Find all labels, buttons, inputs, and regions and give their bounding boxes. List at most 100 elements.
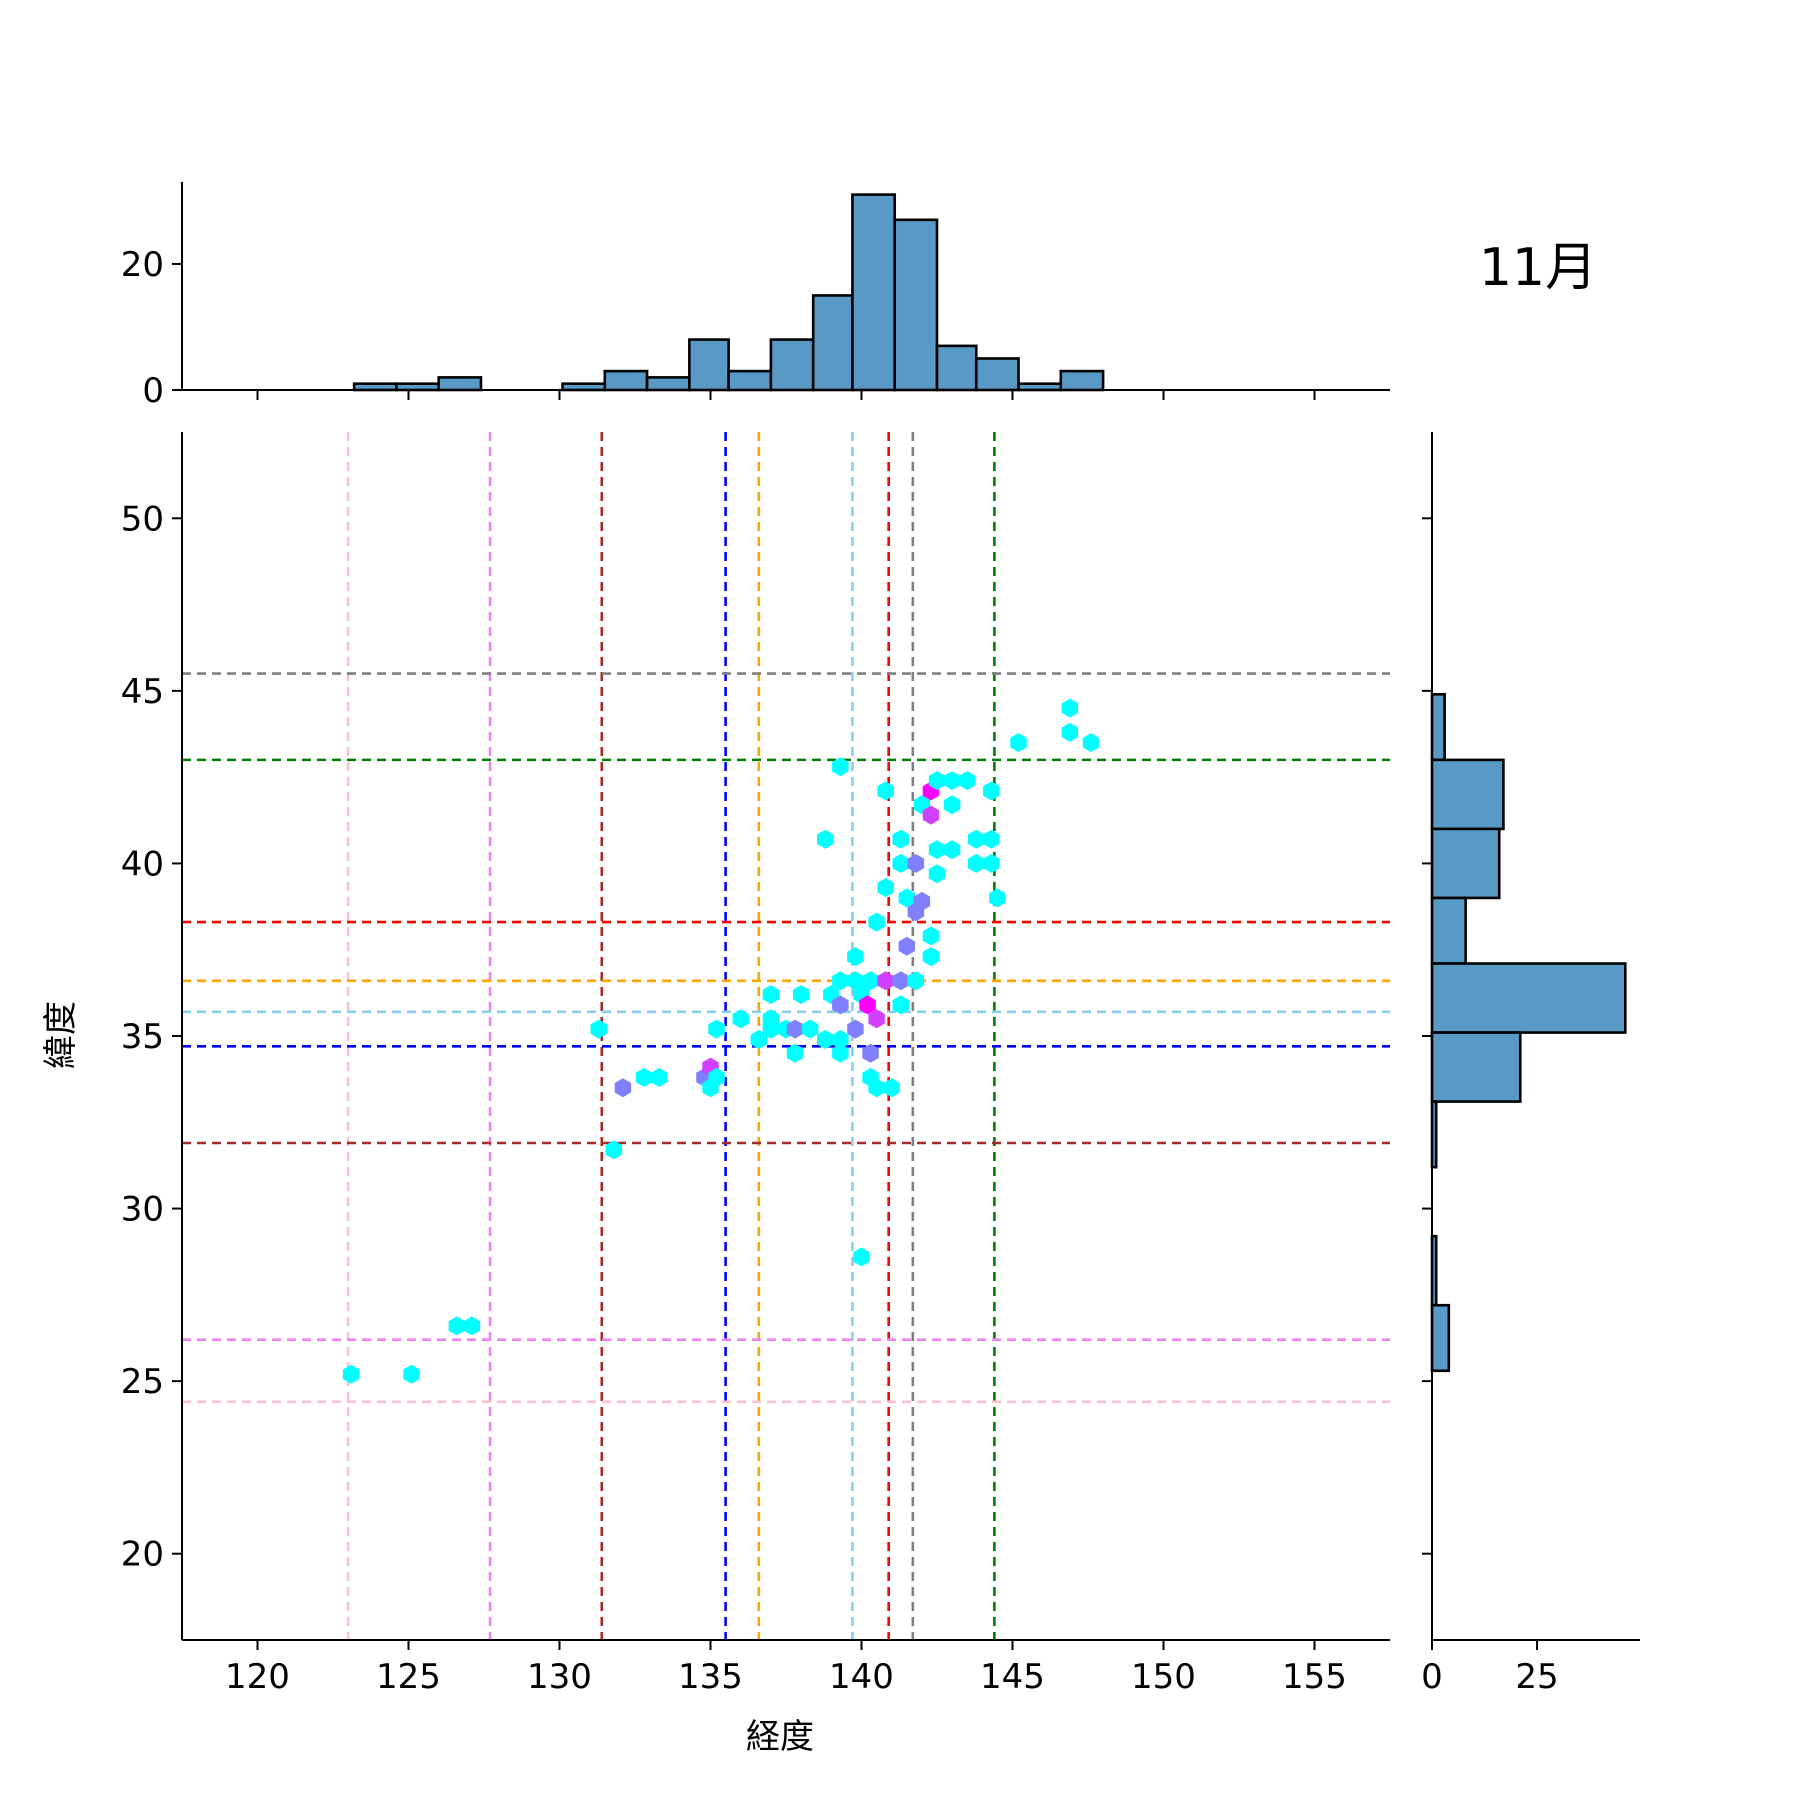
hexbin-cell [403,1364,420,1384]
latitude-histogram-bar [1430,827,1501,900]
top-hist-y-tick-label: 0 [142,371,164,411]
hexbin-cell [1010,733,1027,753]
hexbin-cell [943,795,961,815]
hexbin-cell [792,985,810,1005]
hexbin-cell [832,971,849,991]
hexbin-cell [762,985,780,1005]
y-tick-label: 30 [121,1190,164,1230]
longitude-histogram-bar [811,294,854,392]
hexbin-cell [883,1078,900,1098]
latitude-histogram-bar [1430,758,1505,831]
main-hexbin-plot: 120 125 130 135 140 145 150 155 20 25 30 35 40 45 50 [121,432,1390,1697]
hexbin-cell [801,1019,819,1039]
x-tick-label: 150 [1131,1657,1196,1697]
y-tick-label: 35 [121,1017,164,1057]
hexbin-cell [898,888,915,908]
hexbin-cell [762,1009,780,1029]
hexbin-cell [922,947,940,967]
hexbin-cell [959,771,976,791]
x-tick-label: 140 [829,1657,894,1697]
hexbin-cell [877,781,894,801]
x-tick-label: 130 [527,1657,592,1697]
x-tick-label: 125 [376,1657,441,1697]
x-tick-label: 145 [980,1657,1045,1697]
hexbin-cell [847,1019,864,1039]
hexbin-cell [786,1019,804,1039]
hexbin-cell [832,1043,849,1063]
hexbin-cell [922,805,940,825]
x-axis-label: 経度 [746,1717,814,1757]
longitude-histogram-bar [645,376,691,392]
hexbin-cell [832,1030,849,1049]
longitude-histogram-bar [688,338,730,392]
longitude-histogram-bar [935,344,978,392]
hexbin-cell [907,971,925,991]
longitude-histogram-bar [769,338,815,392]
chart-title: 11月 [1479,238,1597,298]
hexbin-cell [817,1030,834,1049]
hexbin-cells [342,698,1100,1384]
hexbin-cell [786,1043,804,1063]
hexbin-cell [868,1009,885,1029]
hexbin-cell [892,853,909,873]
hexbin-cell [928,840,946,860]
hexbin-cell [342,1364,360,1384]
latitude-histogram-bar [1430,1031,1522,1103]
right-hist-x-tick-label: 25 [1515,1657,1558,1697]
longitude-histogram: 0 20 [121,182,1390,411]
hexbin-cell [1061,698,1079,718]
y-tick-label: 25 [121,1362,164,1402]
hexbin-cell [847,947,864,967]
hexbin-cell [983,781,1000,801]
latitude-histogram-bar [1430,693,1446,762]
longitude-histogram-bar [727,369,773,392]
x-tick-label: 155 [1282,1657,1347,1697]
y-tick-label: 50 [121,499,164,539]
hexbin-cell [605,1140,623,1160]
hexbin-cell [892,829,909,849]
hexbin-cell [1061,722,1079,742]
hexbin-cell [968,829,985,849]
hexbin-cell [868,912,885,932]
hexbin-cell [928,771,946,791]
y-tick-label: 45 [121,672,164,712]
hexbin-cell [832,995,849,1015]
x-tick-label: 120 [225,1657,290,1697]
longitude-histogram-bar [1059,369,1105,392]
longitude-histogram-bar [437,376,483,392]
hexbin-cell [943,771,961,791]
hexbin-cell [877,878,894,898]
hexbin-cell [708,1019,725,1039]
hexbin-cell [708,1067,725,1087]
latitude-histogram-bar [1430,896,1467,965]
y-axis-label: 緯度 [41,1001,81,1069]
hexbin-cell [922,926,940,946]
longitude-histogram-bar [603,369,649,392]
reference-lines [182,432,1390,1640]
hexbin-cell [650,1067,668,1087]
top-hist-y-tick-label: 20 [121,245,164,285]
hexbin-cell [877,971,894,991]
hexbin-cell [732,1009,749,1029]
hexbin-cell [907,853,925,873]
y-tick-label: 20 [121,1535,164,1575]
hexbin-cell [1082,733,1100,753]
longitude-histogram-bar [974,357,1020,392]
hexbin-cell [859,995,876,1015]
hexbin-cell [750,1030,767,1049]
hexbin-cell [983,829,1000,849]
hexbin-cell [892,995,909,1015]
right-hist-x-tick-label: 0 [1421,1657,1443,1697]
hexbin-cell [983,853,1000,873]
hexbin-cell [853,1247,870,1267]
hexbin-cell [868,1078,885,1098]
y-tick-label: 40 [121,844,164,884]
longitude-histogram-bar [893,218,939,392]
hexbin-cell [913,891,931,911]
hexbin-cell [590,1019,607,1039]
hexbin-cell [928,864,946,884]
longitude-histogram-bar [851,193,897,392]
hexbin-cell [862,971,879,991]
hexbin-cell [635,1067,653,1087]
